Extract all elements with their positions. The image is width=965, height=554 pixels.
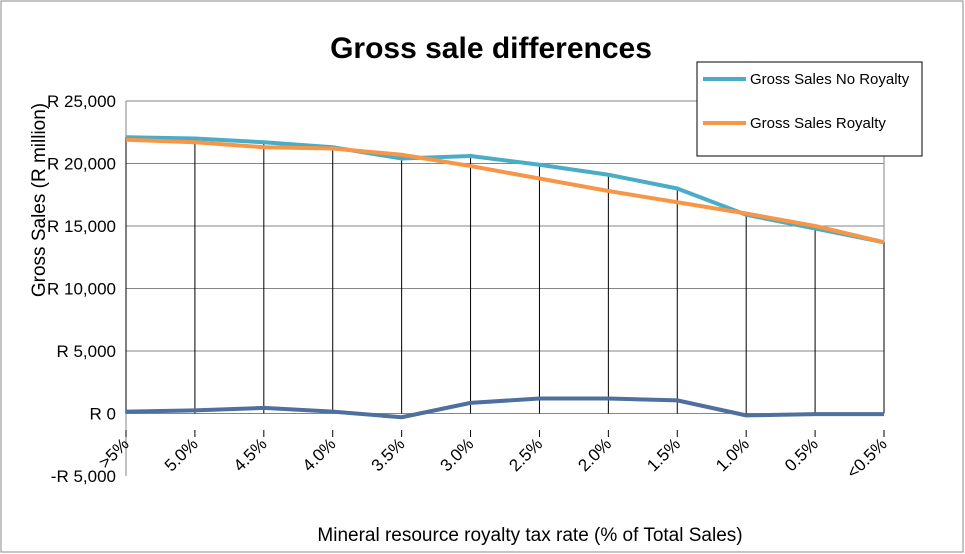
legend: Gross Sales No Royalty Gross Sales Royal… [696, 61, 923, 157]
y-tick-label: R 25,000 [47, 92, 116, 111]
y-tick-label: -R 5,000 [51, 467, 116, 486]
y-tick-label: R 10,000 [47, 280, 116, 299]
y-tick-label: R 20,000 [47, 155, 116, 174]
chart-title: Gross sale differences [330, 32, 652, 65]
y-tick-label: R 0 [90, 405, 116, 424]
legend-label-no-royalty: Gross Sales No Royalty [750, 71, 910, 88]
series-line-1 [125, 137, 885, 245]
legend-label-royalty: Gross Sales Royalty [750, 115, 886, 132]
y-tick-label: R 15,000 [47, 217, 116, 236]
series-line-2 [125, 396, 884, 420]
y-axis-label: Gross Sales (R million) [29, 103, 50, 297]
x-axis-label: Mineral resource royalty tax rate (% of … [317, 525, 742, 546]
y-tick-label: R 5,000 [56, 342, 116, 361]
